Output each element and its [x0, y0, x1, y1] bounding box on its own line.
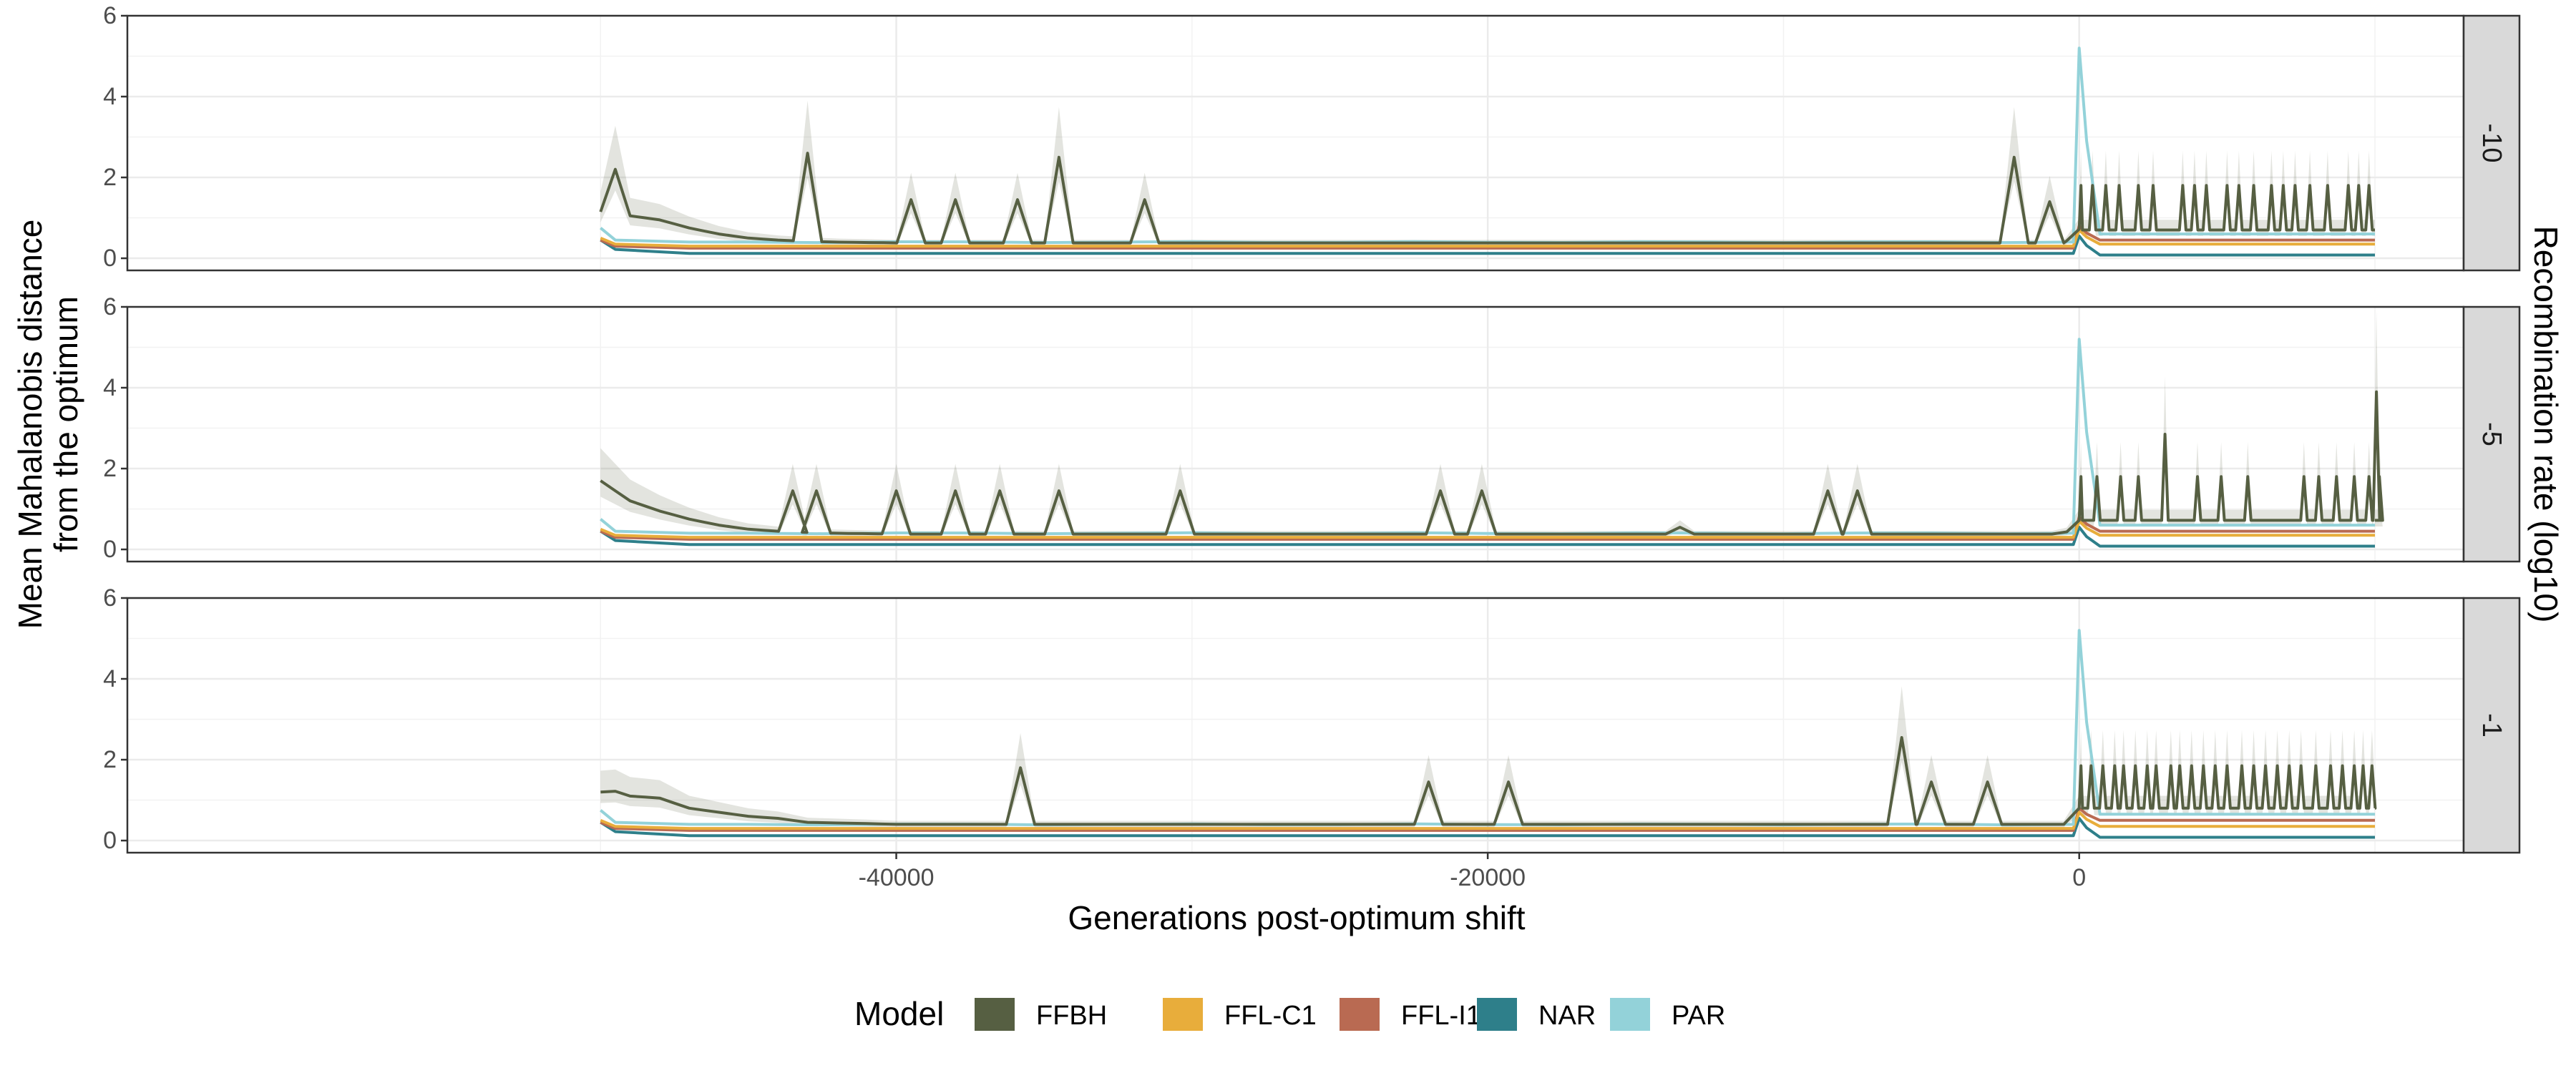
series-line-ffbh	[600, 390, 2384, 536]
series-line-nar	[600, 526, 2375, 548]
legend-key-par	[1610, 998, 1650, 1031]
facet-strip	[2462, 14, 2521, 272]
legend-label-nar: NAR	[1538, 1001, 1596, 1031]
x-tick-label: -40000	[859, 864, 935, 891]
legend-title: Model	[854, 995, 944, 1032]
series-line-ffl-c1	[600, 810, 2375, 831]
facet-strip	[2462, 305, 2521, 563]
ffbh-ribbon	[600, 686, 2376, 828]
x-tick-label: 0	[2072, 864, 2086, 891]
facet-strip-label: -10	[2477, 124, 2507, 163]
legend-key-ffl-c1	[1163, 998, 1203, 1031]
series-line-ffl-i1	[600, 224, 2375, 250]
series-line-ffl-c1	[600, 228, 2375, 248]
series-line-ffl-i1	[600, 806, 2375, 832]
series-line-ffl-c1	[600, 519, 2375, 539]
series-line-ffbh	[600, 736, 2377, 826]
y-axis-title-line-2: from the optimum	[47, 296, 84, 552]
legend-label-ffbh: FFBH	[1036, 1001, 1107, 1031]
legend-key-ffbh	[975, 998, 1015, 1031]
x-tick-label: -20000	[1450, 864, 1526, 891]
facet-strip	[2462, 597, 2521, 854]
y-tick-label: 4	[103, 665, 117, 692]
facet-axis-title: Recombination rate (log10)	[2527, 226, 2565, 623]
legend-key-ffl-i1	[1340, 998, 1380, 1031]
legend-key-nar	[1477, 998, 1517, 1031]
series-line-nar	[600, 235, 2375, 257]
y-tick-label: 6	[103, 584, 117, 612]
y-tick-label: 0	[103, 245, 117, 272]
y-axis-title-line-1: Mean Mahalanobis distance	[11, 220, 49, 629]
ffbh-ribbon	[600, 310, 2383, 537]
facet-strip-label: -5	[2477, 422, 2507, 446]
panel-3: -1 0 2 4 6	[103, 584, 2521, 854]
legend-label-ffl-c1: FFL-C1	[1224, 1001, 1317, 1031]
series-line-nar	[600, 817, 2375, 839]
legend: Model FFBH FFL-C1 FFL-I1 NAR PAR	[854, 995, 1725, 1032]
legend-label-par: PAR	[1672, 1001, 1725, 1031]
series-line-ffbh	[599, 152, 2375, 245]
y-tick-label: 2	[103, 746, 117, 773]
y-tick-label: 0	[103, 827, 117, 854]
x-axis-title: Generations post-optimum shift	[1068, 899, 1525, 936]
y-tick-label: 6	[103, 293, 117, 320]
series-line-ffl-i1	[600, 515, 2375, 541]
legend-label-ffl-i1: FFL-I1	[1401, 1001, 1481, 1031]
y-tick-label: 2	[103, 455, 117, 482]
panel-2: -5 0 2 4 6	[103, 293, 2521, 563]
y-tick-label: 4	[103, 83, 117, 110]
x-axis: -40000 -20000 0	[859, 853, 2086, 891]
panel-1: -10 0 2 4 6	[103, 2, 2521, 272]
y-tick-label: 4	[103, 374, 117, 401]
y-tick-label: 6	[103, 2, 117, 29]
y-tick-label: 0	[103, 536, 117, 563]
facet-strip-label: -1	[2477, 713, 2507, 738]
y-tick-label: 2	[103, 164, 117, 191]
